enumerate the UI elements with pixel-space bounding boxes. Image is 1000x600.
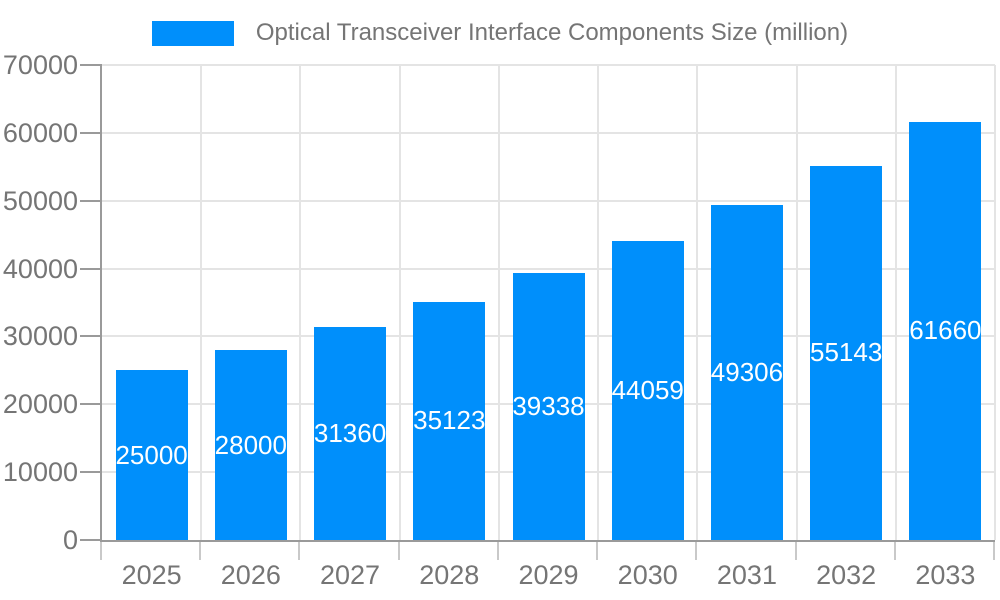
y-axis-tick-label: 50000 bbox=[2, 185, 78, 216]
bar[interactable]: 31360 bbox=[314, 327, 386, 540]
x-gridline bbox=[200, 65, 203, 540]
x-axis-category-label: 2029 bbox=[518, 560, 579, 590]
x-axis-category-label: 2033 bbox=[915, 560, 976, 590]
bar-value-label: 55143 bbox=[810, 337, 883, 368]
x-gridline bbox=[696, 65, 699, 540]
y-axis-tick bbox=[80, 64, 102, 66]
x-axis-tick bbox=[496, 540, 499, 560]
x-axis-line bbox=[100, 540, 995, 542]
y-axis-tick-label: 20000 bbox=[2, 389, 78, 420]
bar[interactable]: 55143 bbox=[810, 165, 883, 540]
x-axis-tick bbox=[397, 540, 400, 560]
bar-value-label: 35123 bbox=[413, 405, 486, 436]
x-axis-category-label: 2025 bbox=[121, 560, 182, 590]
y-axis-tick bbox=[80, 199, 102, 202]
x-axis-category-label: 2026 bbox=[220, 560, 281, 590]
bar-value-label: 39338 bbox=[512, 391, 585, 422]
bar[interactable]: 28000 bbox=[215, 350, 287, 540]
x-gridline bbox=[597, 65, 600, 540]
y-gridline bbox=[102, 199, 995, 202]
bar-value-label: 49306 bbox=[710, 357, 784, 388]
y-axis-tick bbox=[80, 471, 102, 474]
y-gridline bbox=[102, 131, 995, 134]
x-gridline bbox=[299, 65, 302, 540]
x-axis-tick bbox=[298, 540, 301, 560]
x-axis-tick bbox=[199, 540, 202, 560]
x-axis-category-label: 2028 bbox=[419, 560, 480, 590]
y-axis-tick bbox=[80, 539, 102, 541]
y-axis-tick-label: 60000 bbox=[2, 117, 78, 148]
y-axis-tick-label: 0 bbox=[62, 525, 78, 555]
y-axis-line bbox=[100, 65, 102, 542]
bar[interactable]: 35123 bbox=[413, 301, 486, 540]
bar[interactable]: 25000 bbox=[115, 370, 188, 540]
y-axis-tick bbox=[80, 131, 102, 134]
y-axis-tick-label: 70000 bbox=[2, 50, 78, 80]
x-gridline bbox=[994, 65, 996, 540]
y-axis-tick-label: 10000 bbox=[2, 457, 78, 488]
x-gridline bbox=[497, 65, 500, 540]
x-axis-tick bbox=[596, 540, 599, 560]
y-axis-tick-label: 30000 bbox=[2, 321, 78, 352]
x-axis-tick bbox=[794, 540, 797, 560]
bar[interactable]: 44059 bbox=[612, 241, 684, 540]
y-axis-tick bbox=[80, 403, 102, 406]
y-axis-tick-label: 40000 bbox=[2, 253, 78, 284]
x-axis-category-label: 2032 bbox=[816, 560, 877, 590]
x-axis-tick bbox=[993, 540, 995, 560]
x-gridline bbox=[894, 65, 897, 540]
y-axis-tick bbox=[80, 267, 102, 270]
y-gridline bbox=[102, 267, 995, 270]
x-gridline bbox=[398, 65, 401, 540]
bar-value-label: 61660 bbox=[909, 315, 982, 346]
y-axis-tick bbox=[80, 335, 102, 338]
legend-swatch-icon bbox=[151, 20, 234, 46]
bar[interactable]: 39338 bbox=[512, 273, 585, 540]
bar-value-label: 44059 bbox=[611, 375, 684, 405]
bar-value-label: 28000 bbox=[214, 429, 287, 460]
x-axis-category-label: 2030 bbox=[617, 560, 678, 590]
bar[interactable]: 61660 bbox=[909, 121, 982, 540]
legend-label: Optical Transceiver Interface Components… bbox=[255, 19, 849, 46]
bar-value-label: 25000 bbox=[115, 439, 188, 470]
x-axis-tick bbox=[695, 540, 698, 560]
x-gridline bbox=[795, 65, 798, 540]
bar-value-label: 31360 bbox=[313, 418, 387, 449]
x-axis-category-label: 2027 bbox=[320, 560, 381, 590]
legend[interactable]: Optical Transceiver Interface Components… bbox=[0, 16, 1000, 50]
x-axis-tick bbox=[100, 540, 102, 560]
x-axis-tick bbox=[893, 540, 896, 560]
x-axis-category-label: 2031 bbox=[716, 560, 777, 590]
bar[interactable]: 49306 bbox=[711, 205, 783, 540]
y-gridline bbox=[102, 64, 995, 66]
